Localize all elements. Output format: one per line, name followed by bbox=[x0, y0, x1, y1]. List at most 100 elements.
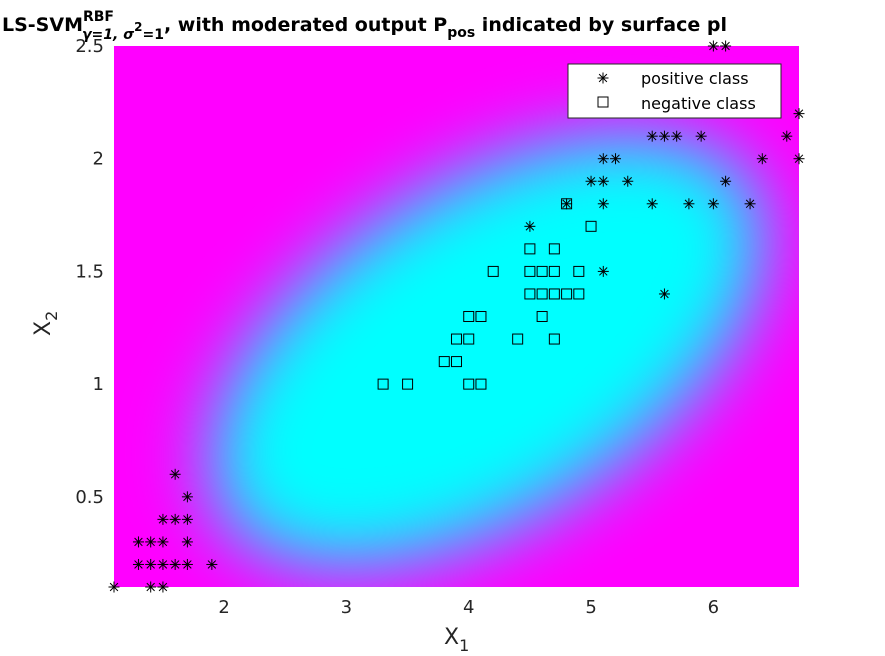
positive-point bbox=[561, 198, 573, 210]
positive-point bbox=[169, 513, 181, 525]
positive-point bbox=[744, 198, 756, 210]
x-axis-label-sub: 1 bbox=[459, 636, 469, 655]
negative-point bbox=[475, 311, 487, 322]
positive-point bbox=[145, 581, 157, 593]
x-axis-label-main: X bbox=[444, 625, 459, 650]
negative-point bbox=[524, 288, 536, 300]
positive-point bbox=[646, 130, 658, 142]
negative-point bbox=[548, 243, 560, 255]
negative-point bbox=[438, 356, 450, 368]
positive-point bbox=[132, 558, 144, 570]
positive-point bbox=[597, 198, 609, 210]
chart-title: LS-SVMRBF γ=1, σ2=1, with moderated outpu… bbox=[2, 9, 727, 43]
y-tick-label: 2.5 bbox=[75, 36, 104, 57]
negative-point bbox=[536, 311, 548, 322]
positive-point bbox=[793, 108, 805, 120]
x-tick-label: 6 bbox=[708, 597, 719, 618]
negative-point bbox=[463, 311, 475, 322]
y-tick-label: 1.5 bbox=[75, 261, 104, 282]
positive-point bbox=[646, 198, 658, 210]
surface-low-region bbox=[210, 134, 765, 567]
negative-point bbox=[561, 198, 573, 210]
positive-point bbox=[181, 536, 193, 548]
y-axis-label-main: X bbox=[31, 321, 56, 336]
positive-point bbox=[181, 491, 193, 503]
y-axis-label-sub: 2 bbox=[42, 311, 61, 321]
title-rest: , with moderated output P bbox=[164, 14, 447, 36]
negative-point bbox=[524, 243, 536, 255]
negative-point bbox=[536, 265, 548, 277]
positive-point bbox=[597, 153, 609, 165]
positive-point bbox=[658, 288, 670, 300]
data-points bbox=[108, 40, 805, 593]
positive-point bbox=[597, 175, 609, 187]
x-tick-label: 4 bbox=[463, 597, 474, 618]
positive-point bbox=[145, 558, 157, 570]
positive-point bbox=[671, 130, 683, 142]
legend-label-positive: positive class bbox=[641, 69, 749, 88]
negative-point bbox=[377, 378, 389, 390]
positive-point bbox=[781, 130, 793, 142]
legend-label-negative: negative class bbox=[641, 94, 756, 113]
x-tick-label: 3 bbox=[341, 597, 352, 618]
title-sup: RBF bbox=[83, 9, 114, 25]
positive-point bbox=[585, 175, 597, 187]
probability-surface bbox=[114, 46, 799, 587]
positive-point bbox=[157, 536, 169, 548]
negative-point bbox=[475, 378, 487, 390]
x-axis-ticks: 2 3 4 5 6 bbox=[218, 597, 719, 618]
positive-point bbox=[181, 513, 193, 525]
positive-point bbox=[206, 558, 218, 570]
positive-point bbox=[157, 581, 169, 593]
title-main: LS-SVM bbox=[2, 14, 83, 36]
positive-point bbox=[683, 198, 695, 210]
negative-point bbox=[487, 265, 499, 277]
positive-point bbox=[622, 175, 634, 187]
negative-point bbox=[463, 378, 475, 390]
negative-point bbox=[524, 265, 536, 277]
negative-point bbox=[402, 378, 414, 390]
y-tick-label: 2 bbox=[93, 149, 104, 170]
positive-point bbox=[793, 153, 805, 165]
negative-point bbox=[463, 333, 475, 345]
positive-point bbox=[145, 536, 157, 548]
positive-point bbox=[132, 536, 144, 548]
positive-point bbox=[610, 153, 622, 165]
positive-point bbox=[707, 198, 719, 210]
negative-point bbox=[536, 288, 548, 300]
y-tick-label: 0.5 bbox=[75, 487, 104, 508]
negative-point bbox=[573, 265, 585, 277]
negative-point bbox=[561, 288, 573, 300]
positive-point bbox=[756, 153, 768, 165]
x-tick-label: 5 bbox=[585, 597, 596, 618]
positive-point bbox=[658, 130, 670, 142]
positive-point bbox=[597, 265, 609, 277]
legend-marker-positive bbox=[597, 72, 609, 84]
title-sub-sigma-tail: =1 bbox=[142, 27, 163, 43]
positive-point bbox=[181, 558, 193, 570]
x-tick-label: 2 bbox=[218, 597, 229, 618]
y-axis-label: X2 bbox=[31, 311, 61, 336]
negative-point bbox=[548, 265, 560, 277]
positive-point bbox=[524, 220, 536, 232]
negative-point bbox=[451, 356, 462, 368]
negative-point bbox=[548, 288, 560, 300]
negative-point bbox=[585, 220, 597, 232]
title-sub-gamma: γ=1, bbox=[82, 27, 123, 43]
title-sub-sigma-sup: 2 bbox=[134, 20, 142, 34]
positive-point bbox=[169, 558, 181, 570]
negative-point bbox=[548, 333, 560, 345]
positive-point bbox=[720, 40, 732, 52]
negative-point bbox=[573, 288, 585, 300]
title-pos-sub: pos bbox=[447, 25, 475, 41]
title-tail: indicated by surface pl bbox=[475, 14, 727, 36]
positive-point bbox=[720, 175, 732, 187]
positive-point bbox=[169, 468, 181, 480]
positive-point bbox=[707, 40, 719, 52]
legend-marker-negative bbox=[597, 96, 609, 108]
positive-point bbox=[157, 513, 169, 525]
x-axis-label: X1 bbox=[444, 625, 469, 655]
legend: positive class negative class bbox=[567, 63, 782, 119]
legend-asterisk-marker bbox=[597, 72, 609, 84]
